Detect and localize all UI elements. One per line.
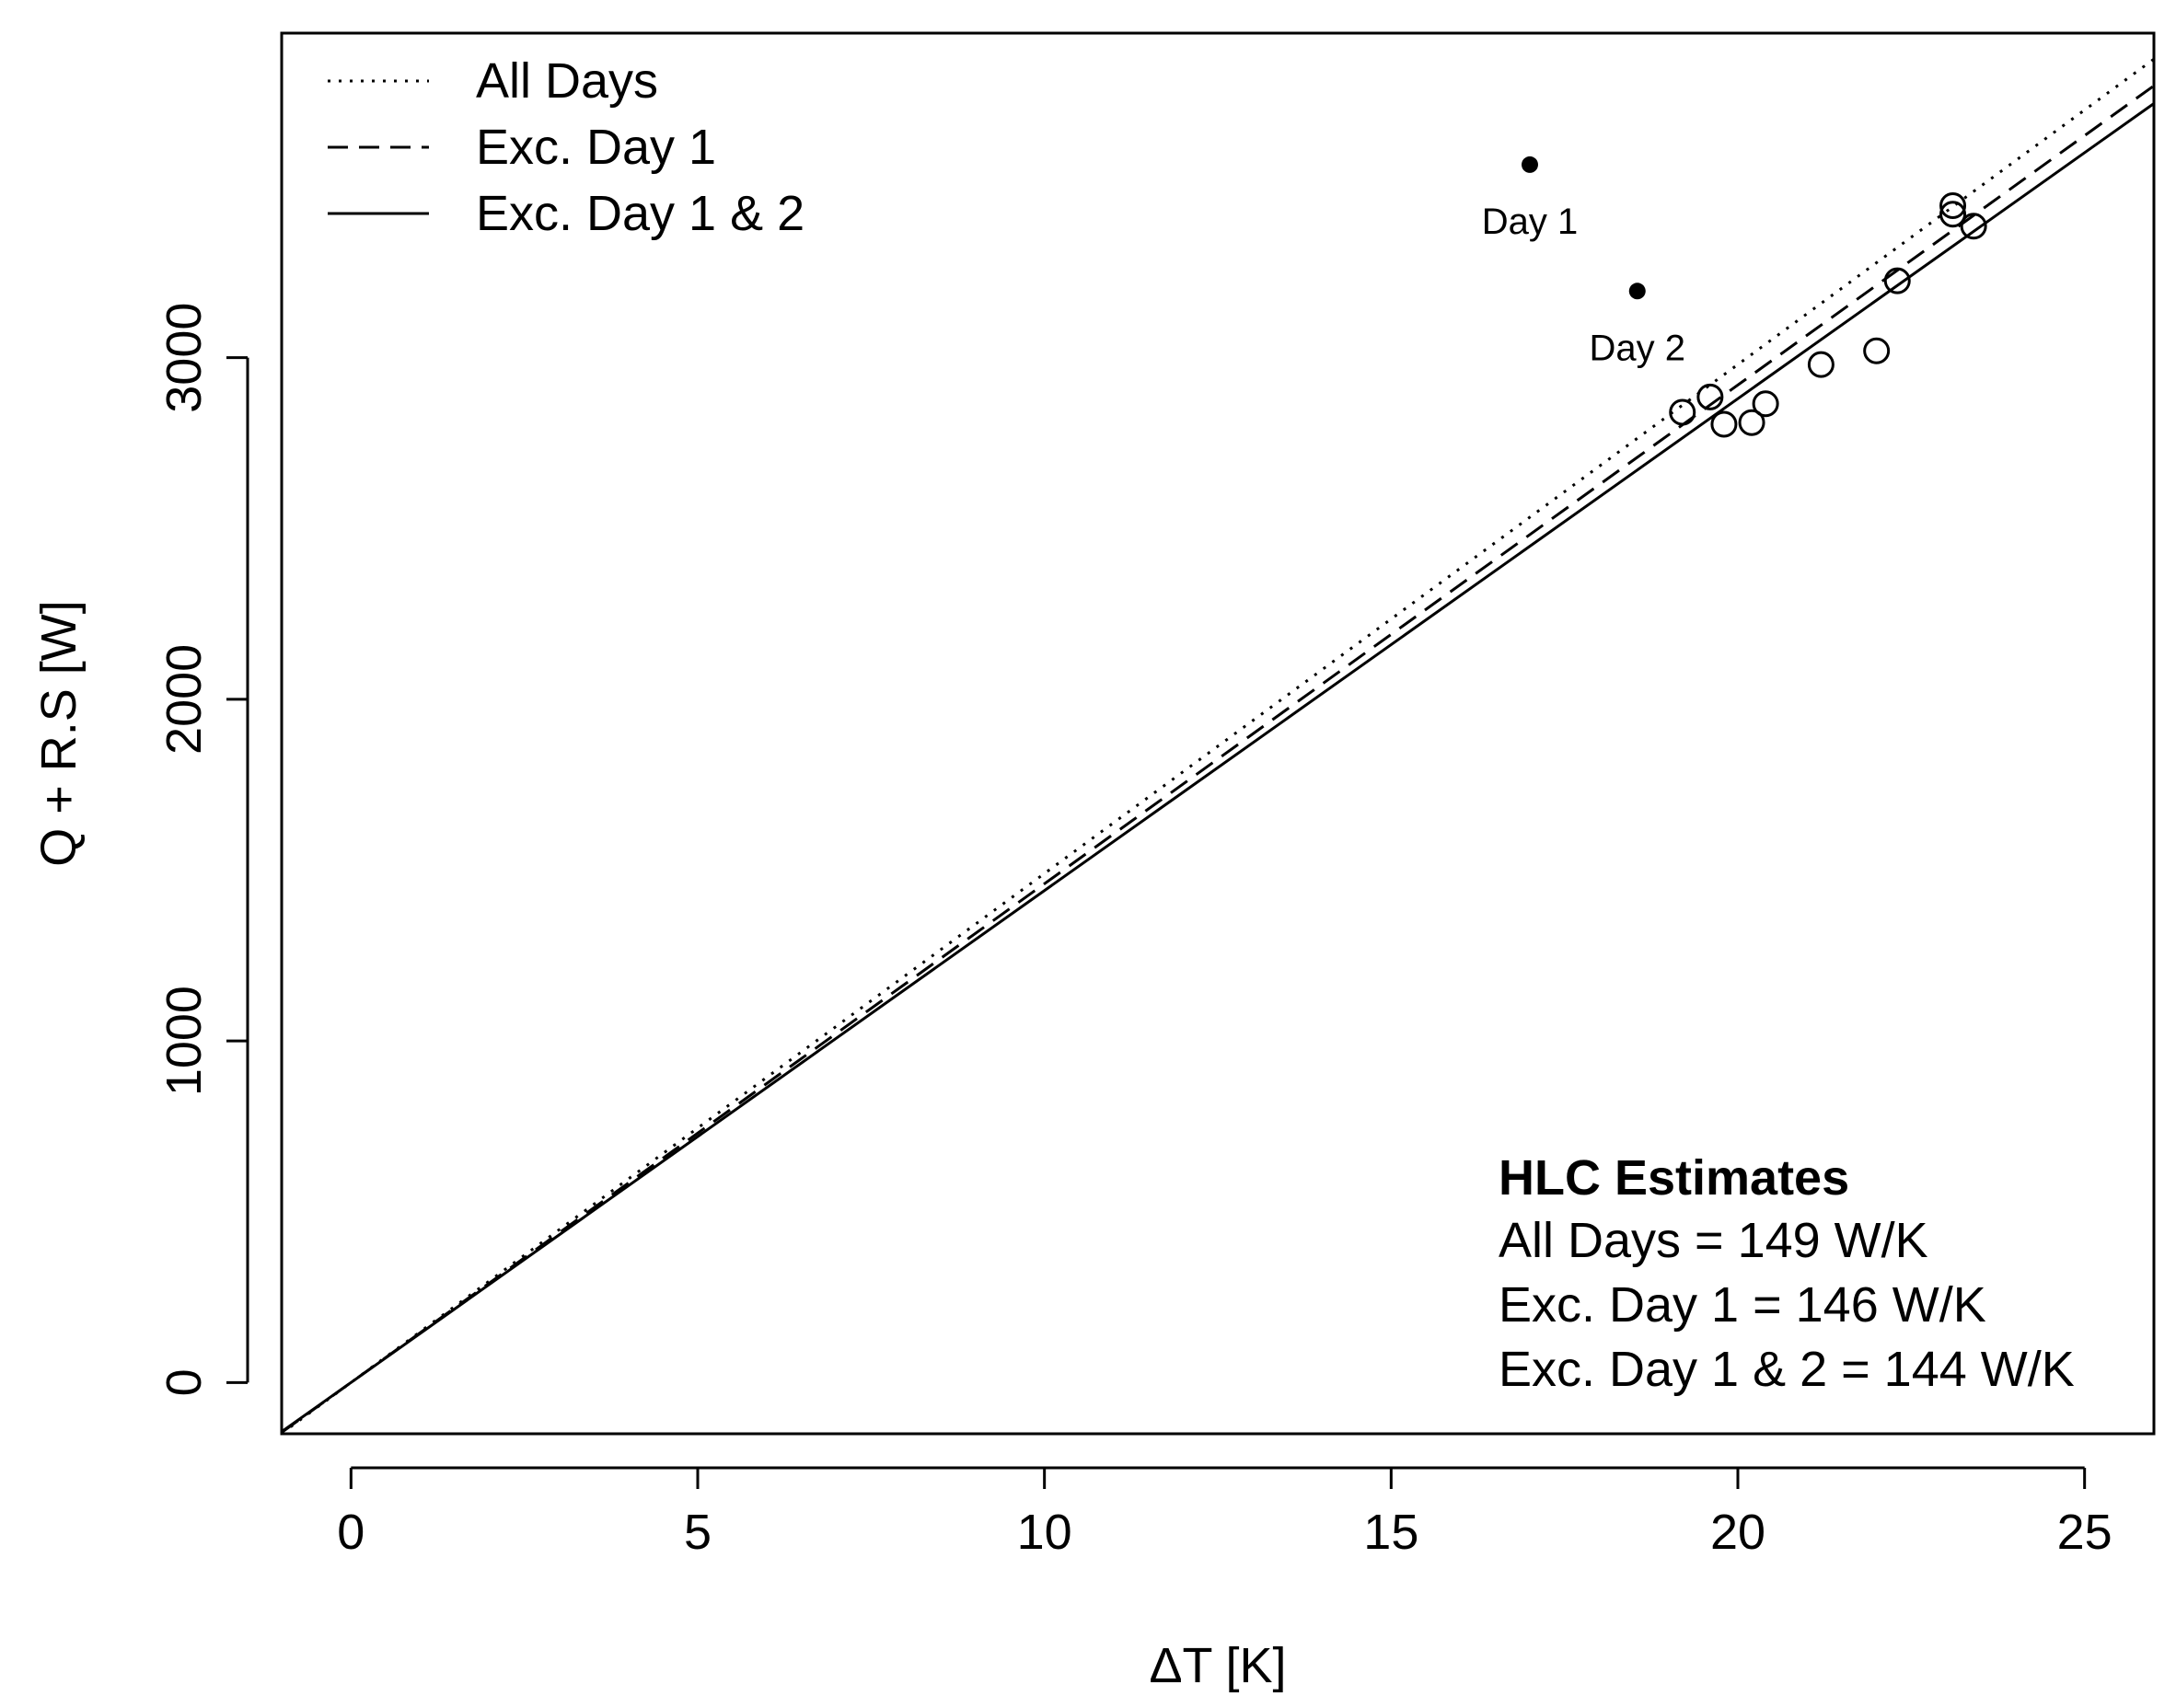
regression-line: [281, 102, 2155, 1433]
scatter-point: [1939, 191, 1967, 219]
regression-line: [281, 58, 2155, 1435]
x-tick-label: 5: [684, 1505, 712, 1560]
scatter-point: [1863, 337, 1891, 364]
scatter-point: [1960, 213, 1987, 240]
legend: All Days Exc. Day 1 Exc. Day 1 & 2: [328, 53, 804, 241]
x-axis-title: ΔT [K]: [1149, 1638, 1286, 1693]
hlc-line: Exc. Day 1 = 146 W/K: [1499, 1277, 1986, 1333]
hlc-line: Exc. Day 1 & 2 = 144 W/K: [1499, 1342, 2075, 1397]
highlighted-point: [1522, 156, 1538, 173]
x-tick-label: 0: [337, 1505, 365, 1560]
legend-label: Exc. Day 1: [476, 120, 716, 175]
plot-frame: [280, 31, 2156, 1436]
regression-line: [281, 84, 2155, 1434]
point-label: Day 1: [1482, 202, 1579, 242]
y-tick-label: 1000: [156, 986, 212, 1096]
x-tick-label: 10: [1017, 1505, 1072, 1560]
x-tick-label: 25: [2057, 1505, 2112, 1560]
y-axis: 0 1000 2000 3000: [156, 303, 249, 1396]
data-points: [1669, 191, 1987, 438]
y-tick-label: 3000: [156, 303, 212, 413]
hlc-estimates-box: HLC Estimates All Days = 149 W/K Exc. Da…: [1499, 1150, 2075, 1397]
scatter-point: [1669, 398, 1696, 426]
regression-lines: [281, 58, 2155, 1435]
x-tick-label: 15: [1363, 1505, 1418, 1560]
scatter-point: [1752, 390, 1779, 418]
y-tick-label: 2000: [156, 644, 212, 755]
hlc-title: HLC Estimates: [1499, 1150, 1849, 1206]
point-label: Day 2: [1590, 328, 1686, 368]
scatter-point: [1696, 383, 1724, 410]
x-tick-label: 20: [1710, 1505, 1765, 1560]
scatter-point: [1883, 267, 1911, 294]
scatter-point: [1939, 201, 1967, 228]
y-tick-label: 0: [156, 1368, 212, 1396]
highlighted-points: Day 1 Day 2: [1482, 156, 1685, 368]
legend-label: Exc. Day 1 & 2: [476, 186, 804, 241]
scatter-point: [1738, 409, 1765, 436]
y-axis-title: Q + R.S [W]: [31, 600, 87, 867]
highlighted-point: [1628, 283, 1646, 300]
hlc-line: All Days = 149 W/K: [1499, 1213, 1928, 1268]
legend-label: All Days: [476, 53, 658, 109]
x-axis: 0 5 10 15 20 25: [337, 1466, 2112, 1560]
scatter-point: [1710, 410, 1738, 438]
scatter-point: [1807, 351, 1835, 378]
